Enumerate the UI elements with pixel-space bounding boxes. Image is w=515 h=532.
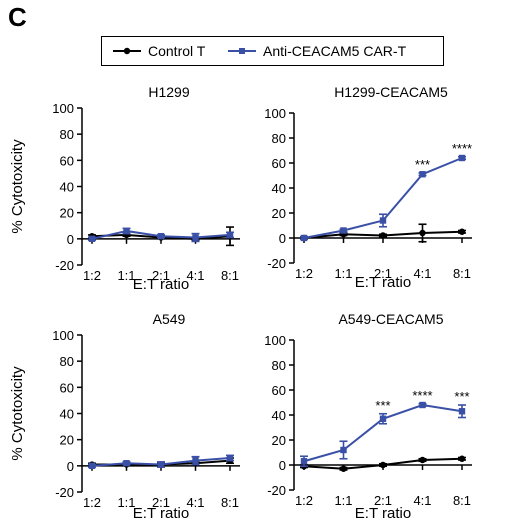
x-tick-label: 8:1: [453, 266, 471, 281]
x-tick-label: 2:1: [374, 493, 392, 508]
y-tick-label: 20: [60, 206, 74, 221]
x-tick-label: 4:1: [413, 493, 431, 508]
x-tick-label: 1:2: [83, 268, 101, 283]
data-point: [123, 227, 130, 235]
data-point: [340, 465, 347, 472]
y-tick-label: 80: [272, 358, 286, 373]
x-tick-label: 1:1: [334, 493, 352, 508]
y-tick-label: -20: [267, 256, 286, 271]
chart-title: A549: [153, 311, 186, 327]
y-tick-label: 60: [272, 156, 286, 171]
chart-title: H1299-CEACAM5: [334, 84, 448, 100]
data-point: [379, 461, 387, 469]
x-axis-label: E:T ratio: [133, 276, 189, 293]
x-tick-label: 1:2: [295, 266, 313, 281]
legend-label-car-t: Anti-CEACAM5 CAR-T: [263, 43, 407, 59]
y-axis-label: % Cytotoxicity: [9, 139, 26, 234]
data-point: [123, 460, 130, 467]
data-point: [340, 227, 347, 234]
y-tick-label: 40: [272, 408, 286, 423]
data-point: [419, 229, 426, 237]
chart-title: A549-CEACAM5: [338, 311, 443, 327]
x-tick-label: 8:1: [453, 493, 471, 508]
y-tick-label: 0: [67, 232, 74, 247]
y-tick-label: 40: [60, 180, 74, 195]
x-tick-label: 1:2: [295, 493, 313, 508]
y-tick-label: 0: [279, 458, 286, 473]
data-point: [300, 234, 308, 242]
y-tick-label: 60: [60, 153, 74, 168]
x-tick-label: 2:1: [374, 266, 392, 281]
data-point: [379, 232, 387, 239]
x-tick-label: 4:1: [186, 268, 204, 283]
x-tick-label: 8:1: [221, 268, 239, 283]
legend-swatch-car-t-icon: [228, 48, 256, 54]
data-point: [458, 408, 466, 415]
data-point: [157, 233, 165, 240]
y-tick-label: 100: [264, 106, 286, 121]
y-tick-label: 80: [272, 131, 286, 146]
legend-item-car-t: Anti-CEACAM5 CAR-T: [227, 37, 406, 65]
data-point: [300, 458, 308, 465]
x-axis-label: E:T ratio: [355, 505, 411, 522]
y-tick-label: 20: [272, 206, 286, 221]
y-tick-label: 100: [264, 333, 286, 348]
data-point: [419, 401, 426, 409]
y-tick-label: 100: [52, 101, 74, 116]
y-tick-label: 20: [60, 433, 74, 448]
x-tick-label: 1:2: [83, 495, 101, 510]
y-tick-label: 60: [60, 380, 74, 395]
significance-label: ****: [412, 388, 432, 403]
data-point: [458, 228, 466, 235]
panel-letter: C: [8, 2, 27, 32]
chart-title: H1299: [148, 84, 189, 100]
legend-swatch-control-icon: [113, 47, 141, 55]
data-point: [226, 231, 234, 239]
significance-label: ***: [454, 389, 469, 404]
significance-label: ***: [375, 398, 390, 413]
y-tick-label: 20: [272, 433, 286, 448]
x-tick-label: 4:1: [413, 266, 431, 281]
data-point: [379, 415, 387, 422]
y-tick-label: -20: [267, 483, 286, 498]
y-tick-label: 100: [52, 328, 74, 343]
y-tick-label: 0: [67, 459, 74, 474]
y-tick-label: 60: [272, 383, 286, 398]
y-tick-label: -20: [55, 258, 74, 273]
y-tick-label: 40: [272, 181, 286, 196]
x-tick-label: 1:1: [334, 266, 352, 281]
y-tick-label: 0: [279, 231, 286, 246]
y-tick-label: 80: [60, 354, 74, 369]
y-tick-label: 80: [60, 127, 74, 142]
data-point: [88, 462, 96, 470]
x-tick-label: 8:1: [221, 495, 239, 510]
x-axis-label: E:T ratio: [133, 505, 189, 522]
significance-label: ***: [415, 157, 430, 172]
x-axis-label: E:T ratio: [355, 274, 411, 291]
y-axis-label: % Cytotoxicity: [9, 366, 26, 461]
data-point: [340, 446, 347, 454]
data-point: [458, 455, 466, 462]
legend-label-control: Control T: [148, 43, 206, 59]
x-tick-label: 2:1: [152, 495, 170, 510]
y-tick-label: 40: [60, 407, 74, 422]
data-point: [419, 171, 426, 178]
x-tick-label: 1:1: [117, 495, 135, 510]
legend: Control T Anti-CEACAM5 CAR-T: [101, 36, 444, 66]
data-point: [226, 454, 234, 462]
data-point: [192, 234, 199, 241]
data-point: [458, 154, 466, 162]
data-point: [379, 217, 387, 224]
significance-label: ****: [452, 141, 472, 156]
x-tick-label: 4:1: [186, 495, 204, 510]
data-point: [419, 456, 426, 464]
legend-item-control: Control T: [112, 37, 205, 65]
y-tick-label: -20: [55, 485, 74, 500]
x-tick-label: 1:1: [117, 268, 135, 283]
data-point: [192, 457, 199, 464]
data-point: [157, 461, 165, 468]
data-point: [88, 235, 96, 243]
x-tick-label: 2:1: [152, 268, 170, 283]
